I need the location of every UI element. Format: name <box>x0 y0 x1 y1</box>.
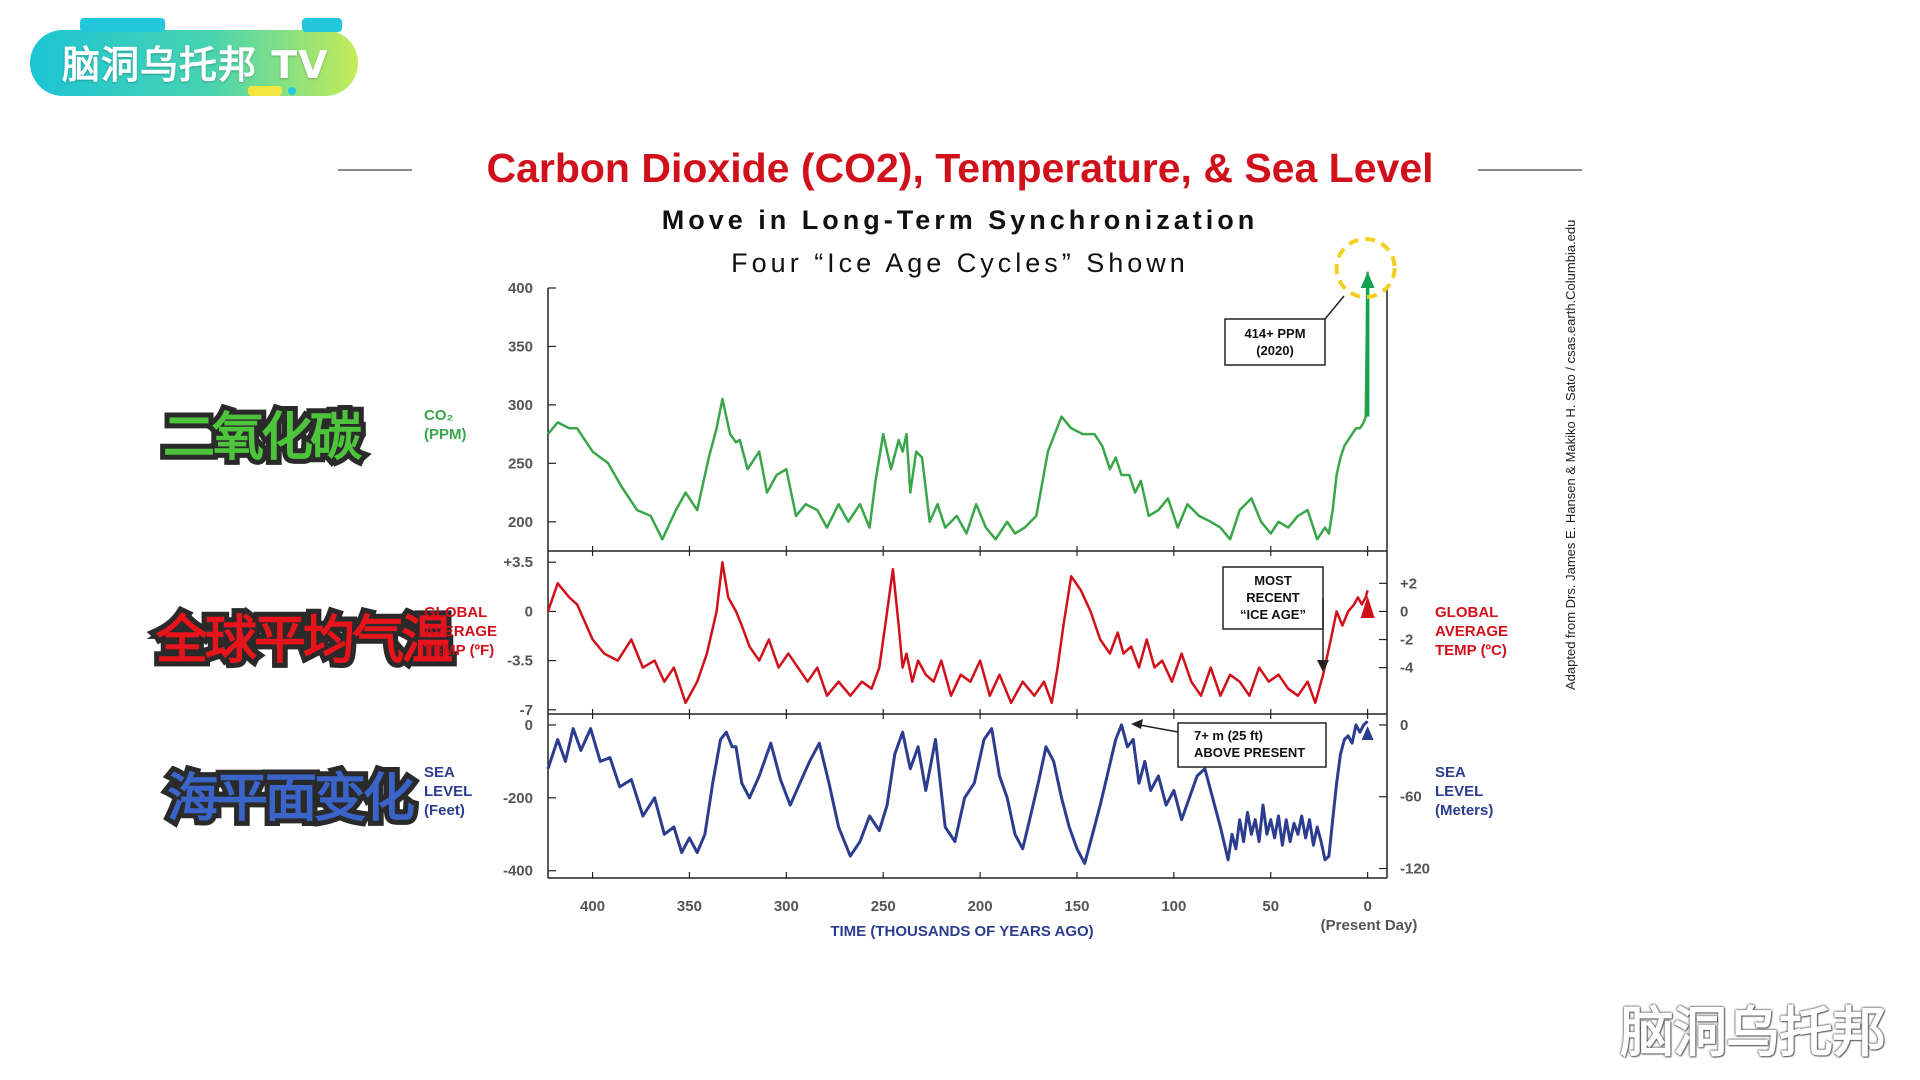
temp-axis-label-right: GLOBAL <box>1435 604 1498 621</box>
co2-series-line <box>547 271 1369 541</box>
sea-pointer-head <box>1131 719 1143 729</box>
logo-text: 脑洞乌托邦 TV <box>62 43 329 87</box>
y-tick-label-right: -60 <box>1400 789 1422 806</box>
chart-subtitle: Move in Long-Term Synchronization <box>661 205 1259 235</box>
sea-axis-label-right: (Meters) <box>1435 802 1493 819</box>
y-tick-label-right: 0 <box>1400 717 1408 734</box>
co2-axis-label: CO₂ <box>424 407 453 424</box>
sea-rise-arrow-head <box>1361 726 1374 740</box>
y-tick-label: 250 <box>508 455 533 472</box>
y-tick-label-right: -2 <box>1400 632 1413 649</box>
y-tick-label-right: -120 <box>1400 861 1430 878</box>
sea-annotation-line1: 7+ m (25 ft) <box>1194 728 1263 743</box>
co2-axis-label: (PPM) <box>424 426 467 443</box>
chart-title: Carbon Dioxide (CO2), Temperature, & Sea… <box>486 145 1434 191</box>
y-tick-label: 400 <box>508 280 533 297</box>
temp-annotation-line: RECENT <box>1246 590 1300 605</box>
co2-arrow-head <box>1360 272 1375 288</box>
sea-axis-label-right: SEA <box>1435 764 1466 781</box>
source-credit: Adapted from Drs. James E. Hansen & Maki… <box>1563 219 1578 690</box>
co2-annotation-line1: 414+ PPM <box>1244 326 1305 341</box>
y-tick-label-right: -4 <box>1400 660 1414 677</box>
y-tick-label: 0 <box>525 717 533 734</box>
cn-label-temperature: 全球平均气温 <box>151 606 458 676</box>
x-axis-label: TIME (THOUSANDS OF YEARS AGO) <box>830 923 1093 940</box>
x-tick-label: 0 <box>1363 898 1371 915</box>
sea-axis-label: (Feet) <box>424 802 465 819</box>
sea-axis-label-right: LEVEL <box>1435 783 1483 800</box>
y-tick-label: -3.5 <box>507 653 533 670</box>
temp-rise-arrow-head <box>1360 596 1375 618</box>
co2-annotation-line2: (2020) <box>1256 343 1294 358</box>
y-tick-label-right: 0 <box>1400 603 1408 620</box>
x-tick-label: 400 <box>580 898 605 915</box>
cn-label-co2: 二氧化碳 <box>158 403 367 473</box>
y-tick-label-right: +2 <box>1400 575 1417 592</box>
y-tick-label: 350 <box>508 338 533 355</box>
y-tick-label: 0 <box>525 603 533 620</box>
chart-subtitle-cycles: Four “Ice Age Cycles” Shown <box>731 248 1189 278</box>
temp-pointer-head <box>1317 660 1329 672</box>
y-tick-label: -400 <box>503 863 533 880</box>
x-tick-label: 300 <box>774 898 799 915</box>
logo-badge <box>30 18 358 96</box>
y-tick-label: -200 <box>503 790 533 807</box>
y-tick-label: -7 <box>520 702 533 719</box>
temp-axis-label-right: TEMP (ºC) <box>1435 642 1507 659</box>
co2-annotation-pointer <box>1324 295 1345 320</box>
highlight-circle <box>1334 237 1397 299</box>
temp-axis-label: GLOBAL <box>424 604 487 621</box>
x-tick-label: 50 <box>1262 898 1279 915</box>
watermark: 脑洞乌托邦 <box>1620 1001 1886 1064</box>
sea-annotation-line2: ABOVE PRESENT <box>1194 745 1305 760</box>
temp-annotation-line: “ICE AGE” <box>1240 607 1306 622</box>
title-rule-left <box>338 169 412 171</box>
temp-axis-label-right: AVERAGE <box>1435 623 1508 640</box>
temp-annotation-line: MOST <box>1254 573 1292 588</box>
sea-axis-label: SEA <box>424 764 455 781</box>
x-tick-label: 150 <box>1064 898 1089 915</box>
x-tick-label: 200 <box>968 898 993 915</box>
sea-axis-label: LEVEL <box>424 783 472 800</box>
sea-annotation-box <box>1177 722 1327 768</box>
temp-axis-label: AVERAGE <box>424 623 497 640</box>
sea-series-line <box>546 720 1369 865</box>
x-tick-label: 100 <box>1161 898 1186 915</box>
x-tick-label: 250 <box>871 898 896 915</box>
y-tick-label: 200 <box>508 514 533 531</box>
co2-annotation-box <box>1224 318 1326 366</box>
title-rule-right <box>1478 169 1582 171</box>
temp-series-line <box>546 560 1369 705</box>
y-tick-label: 300 <box>508 397 533 414</box>
y-tick-label: +3.5 <box>503 554 533 571</box>
temp-axis-label: TEMP (ºF) <box>424 642 494 659</box>
x-axis-note: (Present Day) <box>1321 917 1418 934</box>
x-tick-label: 350 <box>677 898 702 915</box>
cn-label-sea-level: 海平面变化 <box>162 764 420 834</box>
